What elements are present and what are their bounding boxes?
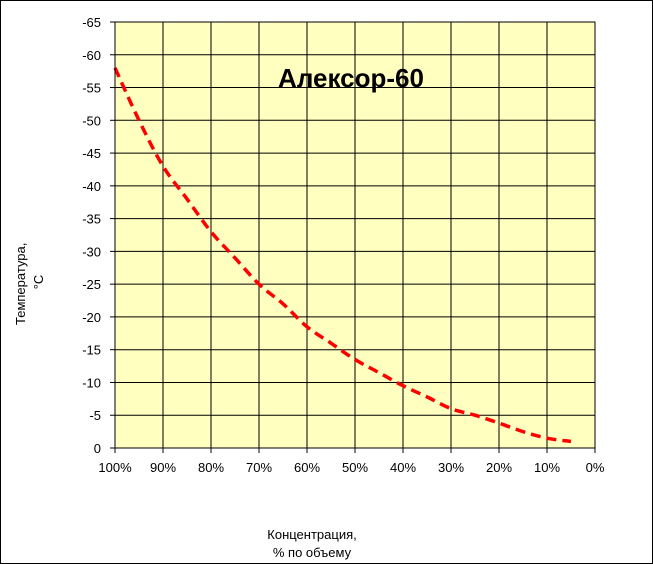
- y-axis-title: Температура, °C: [13, 239, 46, 325]
- y-tick-label--15: -15: [82, 343, 101, 358]
- x-axis-ticks: 100% 90% 80% 70% 60% 50% 40% 30% 20% 10% 0%: [98, 448, 605, 475]
- y-tick-label-0: 0: [94, 441, 101, 456]
- x-tick-label-90: 90%: [150, 460, 176, 475]
- y-tick-label--65: -65: [82, 15, 101, 30]
- x-axis-title-line-2: % по объему: [273, 545, 352, 560]
- y-tick-label--60: -60: [82, 48, 101, 63]
- plot-border: [114, 21, 596, 449]
- y-tick-label--35: -35: [82, 212, 101, 227]
- series-layer: [113, 67, 572, 444]
- y-tick-label--40: -40: [82, 179, 101, 194]
- y-tick-label--10: -10: [82, 375, 101, 390]
- y-tick-label--55: -55: [82, 81, 101, 96]
- x-tick-label-60: 60%: [294, 460, 320, 475]
- y-tick-label--45: -45: [82, 146, 101, 161]
- x-tick-label-20: 20%: [486, 460, 512, 475]
- x-tick-label-50: 50%: [342, 460, 368, 475]
- x-tick-label-0: 0%: [586, 460, 605, 475]
- x-tick-label-30: 30%: [438, 460, 464, 475]
- chart-title: Алексор-60: [278, 63, 424, 93]
- x-axis-title-line-1: Концентрация,: [267, 527, 356, 542]
- y-tick-label--25: -25: [82, 277, 101, 292]
- y-tick-label--30: -30: [82, 244, 101, 259]
- y-tick-label--20: -20: [82, 310, 101, 325]
- x-tick-label-70: 70%: [246, 460, 272, 475]
- y-tick-label--50: -50: [82, 113, 101, 128]
- x-tick-label-80: 80%: [198, 460, 224, 475]
- x-tick-label-10: 10%: [534, 460, 560, 475]
- series-line-0: [113, 67, 572, 444]
- x-tick-label-40: 40%: [390, 460, 416, 475]
- y-axis-title-line-1: Температура,: [13, 243, 28, 325]
- x-tick-label-100: 100%: [98, 460, 132, 475]
- horizontal-gridlines: [115, 21, 595, 449]
- y-axis-title-line-2: °C: [31, 275, 46, 290]
- y-tick-label--5: -5: [89, 408, 101, 423]
- y-axis-ticks: 0 -5 -10 -15 -20 -25 -30 -35 -40 -45 -50 -55 -60 -65: [82, 15, 115, 456]
